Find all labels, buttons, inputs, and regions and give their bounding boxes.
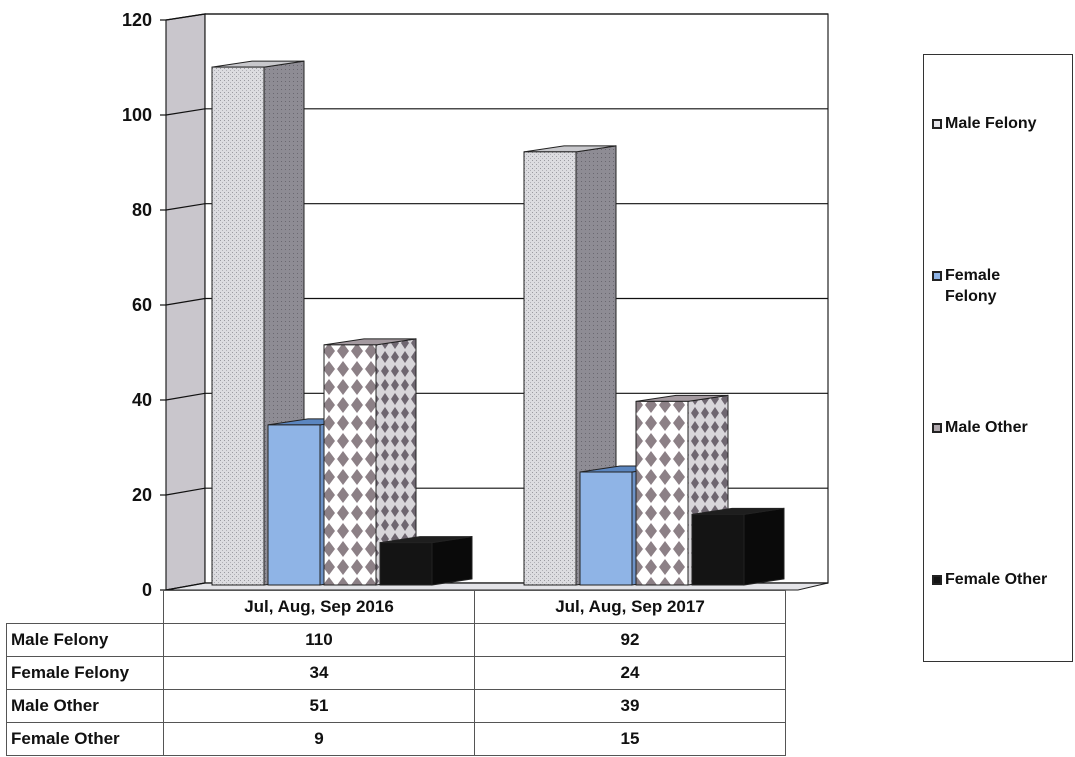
bar-male-other-0 — [323, 338, 417, 586]
gridline-side — [165, 13, 206, 21]
data-table: Jul, Aug, Sep 2016 Jul, Aug, Sep 2017 Ma… — [6, 590, 786, 756]
gridline-side — [165, 297, 206, 306]
table-row: Male Felony 110 92 — [6, 623, 786, 657]
table-row-label: Female Felony — [6, 656, 164, 690]
table-row-label: Male Felony — [6, 623, 164, 657]
table-cell: 39 — [474, 689, 786, 723]
table-cell: 15 — [474, 722, 786, 756]
table-row-label: Male Other — [6, 689, 164, 723]
bar-front — [379, 542, 433, 586]
bar-female-other-1 — [691, 507, 785, 586]
gridline-side — [165, 392, 206, 401]
legend-swatch-female-other — [932, 575, 942, 585]
y-tick-label: 20 — [132, 485, 152, 505]
bar-front — [323, 344, 377, 586]
bar-front — [691, 513, 745, 586]
legend-swatch-female-felony — [932, 271, 942, 281]
table-header: Jul, Aug, Sep 2017 — [474, 590, 786, 624]
y-tick-label: 40 — [132, 390, 152, 410]
table-cell: 9 — [163, 722, 475, 756]
table-cell: 110 — [163, 623, 475, 657]
bar-front — [523, 151, 577, 586]
table-corner — [6, 590, 164, 624]
bar-front — [211, 66, 265, 586]
table-header: Jul, Aug, Sep 2016 — [163, 590, 475, 624]
gridline-side — [165, 582, 206, 591]
table-header-row: Jul, Aug, Sep 2016 Jul, Aug, Sep 2017 — [6, 590, 786, 624]
table-row-label: Female Other — [6, 722, 164, 756]
bar-side — [743, 507, 785, 586]
y-tick-label: 100 — [122, 105, 152, 125]
legend-swatch-male-felony — [932, 119, 942, 129]
table-cell: 34 — [163, 656, 475, 690]
table-cell: 24 — [474, 656, 786, 690]
legend-item-male-other: Male Other — [932, 417, 1072, 438]
table-cell: 51 — [163, 689, 475, 723]
table-row: Female Felony 34 24 — [6, 656, 786, 690]
table-row: Male Other 51 39 — [6, 689, 786, 723]
bar-front — [267, 424, 321, 586]
y-tick-label: 60 — [132, 295, 152, 315]
gridline-side — [165, 203, 206, 211]
gridline-side — [165, 487, 206, 496]
legend-item-male-felony: Male Felony — [932, 113, 1072, 134]
bar-front — [635, 400, 689, 586]
y-tick-label: 0 — [142, 580, 152, 600]
y-tick-label: 80 — [132, 200, 152, 220]
legend-label: Female Felony — [945, 267, 1001, 305]
bar-female-other-0 — [379, 536, 473, 586]
table-cell: 92 — [474, 623, 786, 657]
bar-side — [431, 536, 473, 586]
legend-label: Female Other — [945, 571, 1048, 588]
y-tick-label: 120 — [122, 10, 152, 30]
legend-item-female-other: Female Other — [932, 569, 1072, 590]
table-row: Female Other 9 15 — [6, 722, 786, 756]
legend-swatch-male-other — [932, 423, 942, 433]
bar-front — [579, 471, 633, 586]
legend-label: Male Felony — [945, 115, 1037, 132]
legend: Male Felony Female Felony Male Other Fem… — [923, 54, 1073, 662]
legend-label: Male Other — [945, 419, 1028, 436]
gridline-side — [165, 108, 206, 116]
legend-item-female-felony: Female Felony — [932, 265, 1072, 307]
